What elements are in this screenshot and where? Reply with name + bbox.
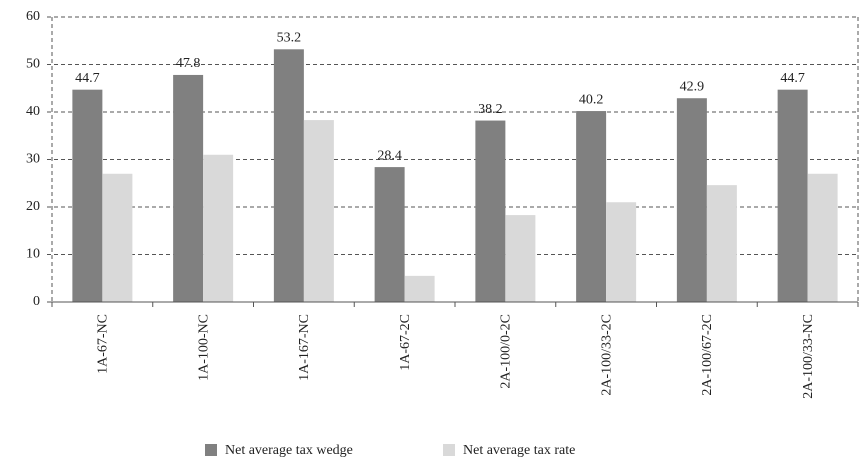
legend-swatch <box>205 444 217 456</box>
y-tick-label: 50 <box>26 57 40 72</box>
legend-label: Net average tax wedge <box>225 443 353 458</box>
data-label: 53.2 <box>277 31 302 46</box>
bar <box>706 185 737 302</box>
y-tick-label: 60 <box>26 9 40 24</box>
x-tick-label: 1A-167-NC <box>297 314 312 381</box>
bar <box>475 120 506 302</box>
bar <box>173 74 204 302</box>
bar <box>606 202 637 302</box>
x-tick-label: 2A-100/33-NC <box>801 314 816 399</box>
x-tick-label: 2A-100/0-2C <box>499 314 514 389</box>
bar <box>807 173 838 302</box>
bar <box>576 111 607 302</box>
bar <box>676 98 707 302</box>
bar <box>203 154 234 302</box>
x-tick-label: 2A-100/67-2C <box>700 314 715 396</box>
y-tick-label: 20 <box>26 199 40 214</box>
data-label: 47.8 <box>176 56 201 71</box>
y-tick-label: 40 <box>26 104 40 119</box>
x-tick-label: 1A-67-2C <box>398 314 413 371</box>
x-tick-label: 1A-67-NC <box>96 314 111 374</box>
bar <box>72 89 103 302</box>
data-label: 42.9 <box>680 79 705 94</box>
bar <box>303 120 334 302</box>
bar <box>102 173 133 302</box>
bar <box>273 49 304 302</box>
y-tick-label: 10 <box>26 247 40 262</box>
y-tick-label: 30 <box>26 152 40 167</box>
data-label: 28.4 <box>377 148 402 163</box>
data-label: 40.2 <box>579 92 604 107</box>
x-tick-label: 1A-100-NC <box>196 314 211 381</box>
bar <box>374 167 405 302</box>
legend-label: Net average tax rate <box>463 443 575 458</box>
bar <box>505 215 536 302</box>
data-label: 38.2 <box>478 102 503 117</box>
data-label: 44.7 <box>75 71 100 86</box>
x-tick-label: 2A-100/33-2C <box>599 314 614 396</box>
legend-swatch <box>443 444 455 456</box>
bar <box>404 275 435 302</box>
y-tick-label: 0 <box>33 294 40 309</box>
bar <box>777 89 808 302</box>
data-label: 44.7 <box>780 71 805 86</box>
